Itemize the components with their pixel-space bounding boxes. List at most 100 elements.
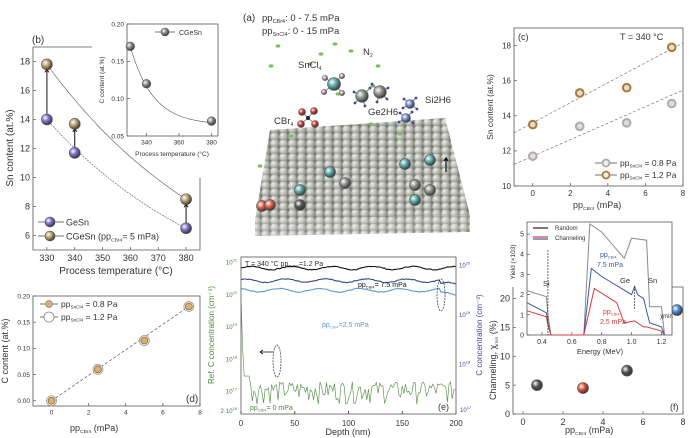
y-tick-label: 18 <box>502 41 511 50</box>
panel-label: (e) <box>438 402 449 412</box>
legend-label: CGeSn <box>179 30 202 37</box>
x-tick-label: 370 <box>151 253 166 263</box>
h-atom <box>386 86 390 90</box>
legend-label: GeSn <box>66 218 89 228</box>
y-tick-label: 18 <box>20 57 30 67</box>
x-tick-label: 360 <box>174 140 185 147</box>
plot-frame <box>32 46 201 251</box>
n2-molecule <box>332 42 338 46</box>
y-tick-label: 0 <box>505 409 510 419</box>
data-point <box>531 379 543 391</box>
c-atom <box>306 116 310 120</box>
x-tick-label: 380 <box>206 140 217 147</box>
y-tick-label: 4 <box>520 252 524 259</box>
pp-sncl4-label: ppSnCl4: 0 - 15 mPa <box>262 26 340 38</box>
x-axis-label: ppCBr4 (mPa) <box>573 200 621 212</box>
chart-e: 0 50 100 150 200 1021 1020 1019 1018 1017 2·1016 10… <box>207 256 484 437</box>
plot-frame <box>513 27 684 187</box>
substrate-edge <box>255 215 470 236</box>
h-atom <box>398 111 402 115</box>
legend-marker <box>44 216 56 228</box>
y-left-tick-label: 2·1016 <box>221 406 238 415</box>
x-tick-label: 0 <box>50 410 54 417</box>
n2-molecule <box>288 134 294 138</box>
y-tick-label: 14 <box>502 112 511 121</box>
pp-cbr4-label: ppCBr4: 0 - 7.5 mPa <box>262 13 340 25</box>
y-tick-label: 0.05 <box>111 133 124 140</box>
y-tick-label: 0.10 <box>111 96 124 103</box>
y-left-tick-label: 1021 <box>226 258 238 267</box>
adatom <box>399 158 411 170</box>
data-point <box>574 121 585 132</box>
data-point <box>666 42 677 53</box>
x-tick-label: 0 <box>520 417 525 427</box>
annotation-ellipse <box>436 278 446 312</box>
cl-atom <box>322 75 328 81</box>
y-tick-label: 12 <box>502 147 511 156</box>
data-point <box>621 364 633 377</box>
x-tick-label: 2 <box>568 189 573 198</box>
data-point <box>41 113 53 126</box>
series-label: ppCBr4= 7.5 mPa <box>358 282 407 289</box>
legend-label: CGeSn (ppCBr4= 5 mPa) <box>66 232 159 244</box>
arrow <box>72 127 78 148</box>
y-tick-label: 0.05 <box>17 372 30 379</box>
y-axis-label: C content (at.%) <box>99 57 106 104</box>
x-axis-label: Process temperature (°C) <box>59 266 172 277</box>
y-tick-label: 0 <box>520 332 524 339</box>
chart-f_inset: 0.4 0.6 0.8 1.0 1.2 0 1 2 3 4 5 Energy (MeV) Yield (… <box>510 221 673 356</box>
n2-molecule <box>257 164 263 168</box>
x-tick-label: 0.6 <box>567 339 577 346</box>
x-tick-label: 8 <box>681 189 686 198</box>
h-atom <box>402 97 406 101</box>
x-tick-label: 340 <box>67 253 82 263</box>
y-left-tick-label: 1017 <box>226 386 238 395</box>
x-tick-label: 0 <box>531 189 536 198</box>
legend-marker <box>43 311 55 323</box>
y-tick-label: 1 <box>520 312 524 319</box>
br-atom <box>297 120 305 128</box>
h-atom <box>411 121 415 125</box>
h-atom <box>352 90 356 94</box>
fit-curve <box>46 119 187 229</box>
n2-molecule <box>268 64 274 68</box>
plot-frame <box>126 23 219 137</box>
y-tick-label: 5 <box>520 232 524 239</box>
n2-molecule <box>397 132 403 136</box>
y-right-tick-label: 1017 <box>460 405 472 414</box>
x-tick-label: 100 <box>342 419 356 428</box>
series-line <box>241 278 456 285</box>
y-tick-label: 20 <box>500 294 510 304</box>
n2-molecule <box>307 62 313 66</box>
data-point <box>180 222 192 235</box>
adatom <box>409 194 421 206</box>
legend-marker <box>601 170 611 180</box>
x-axis-label: Depth (nm) <box>325 427 370 437</box>
x-tick-label: 6 <box>643 189 648 198</box>
y-right-tick-label: 1020 <box>459 261 471 270</box>
data-point <box>574 88 585 98</box>
y-tick-label: 5 <box>505 380 510 390</box>
x-tick-label: 8 <box>680 417 685 427</box>
annotation-label: Sn <box>648 276 657 285</box>
data-point <box>141 79 152 89</box>
x-axis-label: ppCBr4 (mPa) <box>565 425 613 437</box>
annotation-label: Si <box>543 279 550 288</box>
n2-molecule <box>368 122 374 126</box>
molecule-label-sncl4: SnCl4 <box>298 60 322 72</box>
chart-d: 0 2 4 6 8 0.00 0.05 0.10 0.15 0.20 (d) ppCBr4 (mPa)… <box>0 293 202 435</box>
x-tick-label: 380 <box>179 253 194 263</box>
legend-label: Random <box>555 226 578 232</box>
legend-label: ppSnCl4 = 1.2 Pa <box>61 312 118 323</box>
ge-atom <box>373 85 387 99</box>
y-left-tick-label: 1019 <box>226 322 238 331</box>
spectrum-line <box>526 287 665 336</box>
data-point <box>577 382 589 394</box>
y-tick-label: 2 <box>520 292 524 299</box>
br-atom <box>311 120 319 128</box>
molecule-label-n2: N2 <box>363 47 373 59</box>
chart-b: 330 340 350 360 370 380 6 8 10 12 14 16 18 (b) Process… <box>5 35 201 277</box>
x-tick-label: 4 <box>124 410 128 417</box>
data-point <box>527 151 538 161</box>
